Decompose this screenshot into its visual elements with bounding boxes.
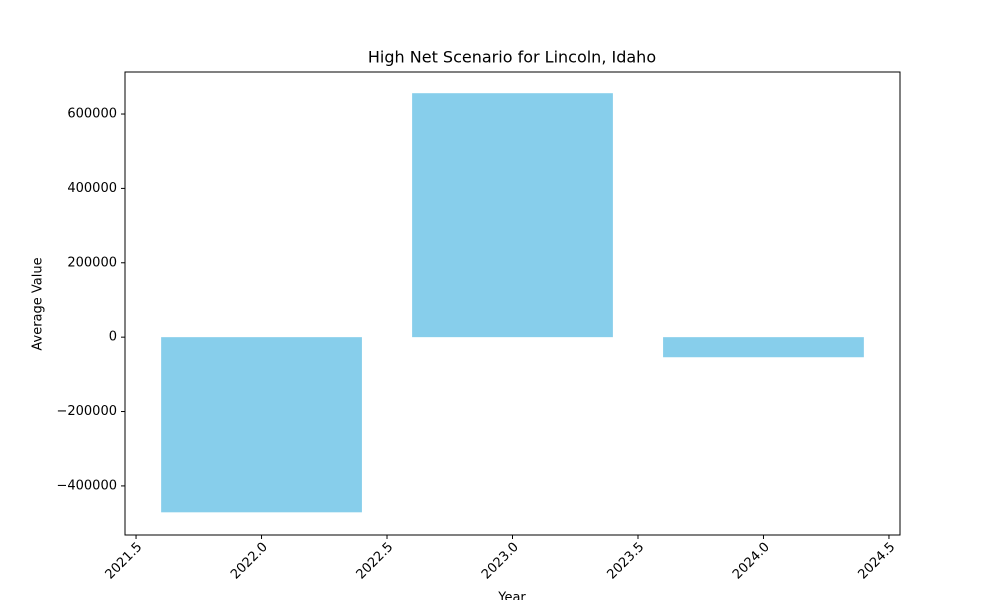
x-tick-label: 2021.5 bbox=[103, 540, 146, 583]
x-tick-label: 2022.5 bbox=[354, 540, 397, 583]
y-tick-label: 400000 bbox=[67, 181, 117, 196]
y-tick-label: −400000 bbox=[56, 478, 117, 493]
x-tick-label: 2024.0 bbox=[730, 540, 773, 583]
bar bbox=[663, 337, 864, 358]
x-tick-label: 2022.0 bbox=[228, 540, 271, 583]
y-axis-label: Average Value bbox=[31, 257, 46, 350]
x-tick-label: 2023.0 bbox=[479, 540, 522, 583]
y-tick-label: 0 bbox=[109, 330, 117, 345]
bar bbox=[412, 93, 613, 338]
x-tick-label: 2024.5 bbox=[855, 540, 898, 583]
chart-title: High Net Scenario for Lincoln, Idaho bbox=[368, 48, 656, 67]
bar bbox=[161, 337, 362, 513]
x-axis-label: Year bbox=[497, 591, 526, 600]
y-tick-label: 600000 bbox=[67, 107, 117, 122]
x-tick-label: 2023.5 bbox=[605, 540, 648, 583]
y-tick-label: −200000 bbox=[56, 404, 117, 419]
y-tick-label: 200000 bbox=[67, 255, 117, 270]
